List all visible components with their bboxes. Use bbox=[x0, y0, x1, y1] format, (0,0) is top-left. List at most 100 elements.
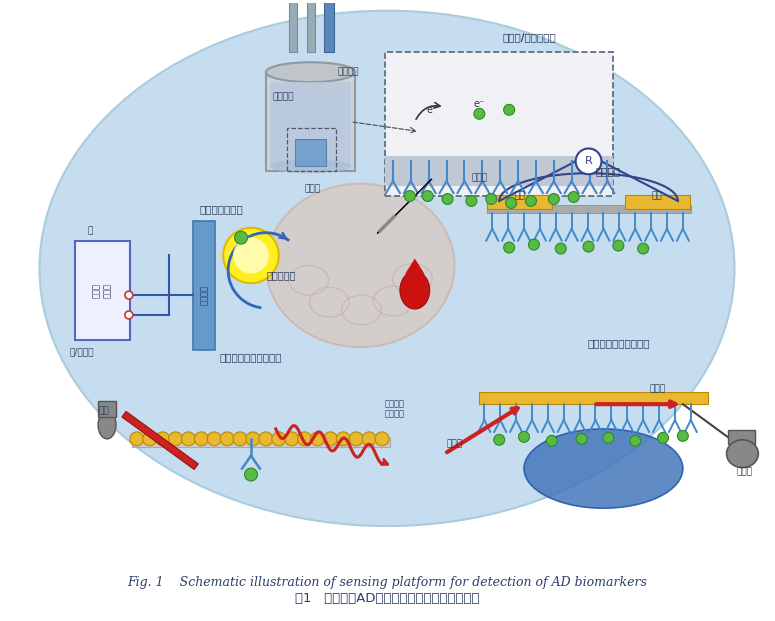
Circle shape bbox=[525, 196, 536, 206]
Circle shape bbox=[125, 291, 133, 299]
Text: 图1   用于检测AD生物标记物的传感平台示意图: 图1 用于检测AD生物标记物的传感平台示意图 bbox=[294, 592, 479, 605]
Text: 铂: 铂 bbox=[88, 226, 93, 235]
Bar bbox=[266, 72, 355, 171]
Text: 激光: 激光 bbox=[98, 407, 109, 415]
Circle shape bbox=[422, 191, 433, 201]
Circle shape bbox=[350, 432, 363, 446]
Circle shape bbox=[568, 191, 579, 202]
Circle shape bbox=[556, 243, 567, 254]
Circle shape bbox=[613, 240, 624, 251]
Text: 参比电极: 参比电极 bbox=[272, 93, 294, 101]
Circle shape bbox=[246, 432, 260, 446]
Text: R: R bbox=[584, 156, 592, 166]
Text: 漏极: 漏极 bbox=[652, 191, 663, 201]
Text: 电化学发光检测: 电化学发光检测 bbox=[199, 204, 243, 214]
Bar bbox=[487, 205, 691, 213]
Ellipse shape bbox=[726, 440, 758, 468]
Circle shape bbox=[375, 432, 389, 446]
Bar bbox=[479, 392, 708, 404]
Bar bbox=[307, 0, 315, 52]
Circle shape bbox=[630, 435, 641, 446]
Bar bbox=[487, 195, 552, 209]
Circle shape bbox=[474, 108, 485, 119]
Ellipse shape bbox=[40, 11, 735, 526]
Polygon shape bbox=[405, 258, 425, 274]
Circle shape bbox=[336, 432, 350, 446]
Text: 对电极: 对电极 bbox=[305, 184, 321, 194]
Circle shape bbox=[207, 432, 221, 446]
Text: 电化学发光: 电化学发光 bbox=[266, 270, 295, 280]
Circle shape bbox=[195, 432, 208, 446]
Circle shape bbox=[362, 432, 376, 446]
Circle shape bbox=[494, 434, 505, 445]
Circle shape bbox=[518, 432, 529, 442]
Text: 源极: 源极 bbox=[515, 191, 525, 201]
Ellipse shape bbox=[266, 62, 355, 82]
Circle shape bbox=[223, 228, 279, 283]
Circle shape bbox=[259, 432, 273, 446]
Bar bbox=[294, 138, 326, 166]
Text: 换能器: 换能器 bbox=[471, 174, 487, 183]
Bar bbox=[385, 156, 613, 186]
Bar bbox=[728, 430, 756, 444]
Text: 偏振光: 偏振光 bbox=[446, 439, 463, 448]
Circle shape bbox=[125, 311, 133, 319]
Circle shape bbox=[235, 231, 247, 244]
Text: Fig. 1    Schematic illustration of sensing platform for detection of AD biomark: Fig. 1 Schematic illustration of sensing… bbox=[127, 576, 647, 589]
Text: 工作电极: 工作电极 bbox=[200, 285, 208, 305]
Circle shape bbox=[405, 191, 415, 201]
Bar bbox=[132, 437, 390, 446]
Circle shape bbox=[272, 432, 286, 446]
Text: 银/氯化银: 银/氯化银 bbox=[70, 347, 95, 356]
Text: 表面增强
拉曼信号: 表面增强 拉曼信号 bbox=[385, 399, 405, 419]
Circle shape bbox=[311, 432, 325, 446]
Ellipse shape bbox=[400, 271, 429, 309]
Circle shape bbox=[486, 194, 497, 204]
Text: e⁻: e⁻ bbox=[474, 99, 485, 109]
Circle shape bbox=[284, 432, 298, 446]
Circle shape bbox=[143, 432, 157, 446]
Ellipse shape bbox=[266, 184, 454, 347]
Circle shape bbox=[529, 239, 539, 250]
Circle shape bbox=[504, 104, 515, 116]
Text: 伏安法/阻抗法检测: 伏安法/阻抗法检测 bbox=[502, 32, 556, 42]
Bar bbox=[625, 195, 690, 209]
Bar bbox=[270, 82, 351, 166]
Circle shape bbox=[677, 430, 688, 442]
Circle shape bbox=[505, 197, 517, 209]
Bar bbox=[289, 0, 297, 52]
Circle shape bbox=[603, 432, 614, 443]
Circle shape bbox=[638, 243, 649, 254]
Ellipse shape bbox=[98, 411, 116, 439]
Circle shape bbox=[576, 148, 601, 175]
Bar bbox=[385, 52, 613, 196]
Text: 表面增强拉曼散射检测: 表面增强拉曼散射检测 bbox=[220, 353, 282, 363]
Text: 电化学
工作站: 电化学 工作站 bbox=[92, 283, 112, 297]
Circle shape bbox=[504, 242, 515, 253]
Circle shape bbox=[245, 468, 257, 481]
Circle shape bbox=[233, 238, 269, 273]
Text: 电导检测: 电导检测 bbox=[596, 166, 621, 176]
Bar bbox=[75, 240, 130, 340]
Text: 探测器: 探测器 bbox=[736, 467, 753, 476]
Circle shape bbox=[549, 194, 560, 204]
Text: 表面等离激元共振检测: 表面等离激元共振检测 bbox=[587, 338, 649, 348]
Text: 工作电极: 工作电极 bbox=[338, 68, 359, 76]
Text: e⁻: e⁻ bbox=[426, 105, 437, 115]
Circle shape bbox=[442, 194, 453, 204]
Circle shape bbox=[466, 196, 477, 206]
Bar bbox=[98, 401, 116, 417]
Circle shape bbox=[169, 432, 182, 446]
Ellipse shape bbox=[524, 429, 683, 508]
Circle shape bbox=[546, 435, 557, 446]
Ellipse shape bbox=[270, 160, 351, 173]
Circle shape bbox=[130, 432, 143, 446]
Bar bbox=[325, 0, 334, 52]
Text: 反射光: 反射光 bbox=[650, 385, 666, 394]
Circle shape bbox=[576, 433, 587, 444]
Circle shape bbox=[323, 432, 337, 446]
Circle shape bbox=[657, 432, 669, 443]
Polygon shape bbox=[122, 412, 198, 469]
Circle shape bbox=[298, 432, 312, 446]
Circle shape bbox=[181, 432, 195, 446]
